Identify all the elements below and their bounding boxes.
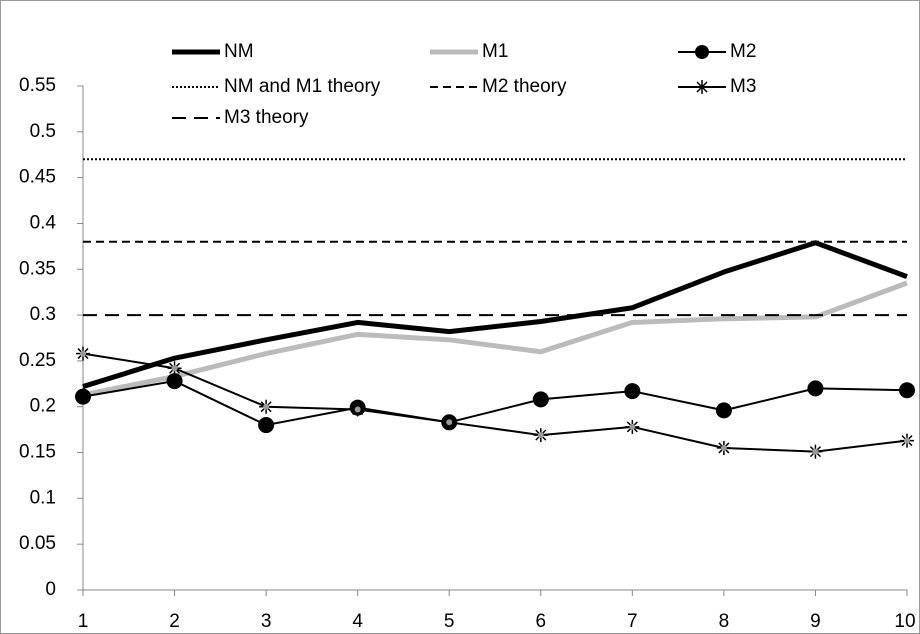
x-tick-label: 9 <box>810 611 821 632</box>
point <box>807 380 824 397</box>
legend-label: NM and M1 theory <box>224 76 381 97</box>
legend-item: NM and M1 theory <box>172 76 381 97</box>
star-core <box>263 403 270 410</box>
point <box>75 388 91 405</box>
point <box>166 373 183 390</box>
point <box>258 417 275 434</box>
y-tick-label: 0 <box>45 579 56 600</box>
x-tick-label: 7 <box>627 611 638 632</box>
x-tick-label: 2 <box>169 611 180 632</box>
point <box>533 428 548 443</box>
point <box>442 415 457 430</box>
star-core <box>446 419 453 426</box>
x-tick-label: 8 <box>719 611 730 632</box>
y-tick-label: 0.05 <box>19 533 56 554</box>
y-tick-label: 0.1 <box>30 487 56 508</box>
point <box>350 402 365 417</box>
legend-marker <box>695 45 709 59</box>
star-core <box>80 350 86 357</box>
legend-label: M2 theory <box>482 76 567 97</box>
star-core <box>904 437 910 444</box>
point <box>76 346 90 361</box>
x-tick-label: 4 <box>352 611 363 632</box>
point <box>808 444 823 459</box>
legend-marker <box>696 81 708 93</box>
x-tick-label: 10 <box>894 611 915 632</box>
legend-label: M3 <box>730 76 756 97</box>
x-tick-label: 6 <box>535 611 546 632</box>
legend-item: M3 theory <box>172 107 309 128</box>
y-tick-label: 0.15 <box>19 442 56 463</box>
x-tick-label: 1 <box>78 611 89 632</box>
series-line <box>82 240 908 389</box>
legend-label: NM <box>224 41 254 62</box>
point <box>167 361 182 376</box>
star-core <box>629 423 636 430</box>
star-core <box>720 444 727 451</box>
x-tick-label: 3 <box>261 611 272 632</box>
legend-item: M2 theory <box>430 76 567 97</box>
point <box>900 433 914 448</box>
series-line <box>82 380 908 427</box>
y-tick-label: 0.5 <box>30 121 56 142</box>
point <box>899 382 915 399</box>
point <box>715 402 732 419</box>
y-tick-label: 0.45 <box>19 167 56 188</box>
series-line <box>82 280 908 398</box>
y-tick-label: 0.35 <box>19 258 56 279</box>
x-tick-label: 5 <box>444 611 455 632</box>
legend-item: NM <box>172 41 254 62</box>
point <box>716 440 731 455</box>
y-tick-label: 0.2 <box>30 396 56 417</box>
point <box>259 399 274 414</box>
y-tick-label: 0.3 <box>30 304 56 325</box>
star-core <box>812 448 819 455</box>
legend-item: M2 <box>678 41 756 62</box>
star-core <box>171 365 178 372</box>
y-tick-label: 0.4 <box>30 212 57 233</box>
point <box>532 391 549 408</box>
star-core <box>537 432 544 439</box>
star-core <box>354 406 361 413</box>
point <box>625 419 640 434</box>
legend-item: M1 <box>430 41 508 62</box>
legend-label: M2 <box>730 41 756 62</box>
legend-item: M3 <box>678 76 756 97</box>
legend-label: M1 <box>482 41 508 62</box>
legend-label: M3 theory <box>224 107 309 128</box>
series-line <box>82 352 908 453</box>
point <box>624 383 641 400</box>
y-tick-label: 0.25 <box>19 350 56 371</box>
y-tick-label: 0.55 <box>19 75 56 96</box>
